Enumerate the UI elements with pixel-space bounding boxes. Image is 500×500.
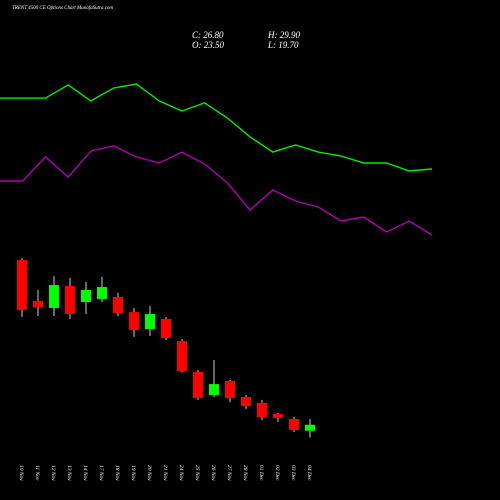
chart-title: TRENT 4500 CE Options Chart MunafaSutra.…: [12, 6, 113, 11]
low-label: L: 19.70: [267, 40, 299, 50]
close-label: C: 26.80: [192, 30, 224, 40]
x-tick-label: 13 Nov: [66, 465, 72, 481]
candle-body: [241, 397, 251, 407]
x-tick-label: 28 Nov: [242, 465, 248, 481]
candle-body: [273, 413, 283, 418]
candle-body: [49, 285, 59, 308]
candle-body: [161, 318, 171, 338]
candle-body: [145, 314, 155, 329]
x-tick-label: 18 Nov: [114, 465, 120, 481]
x-tick-label: 14 Nov: [82, 465, 89, 481]
candle-body: [193, 372, 203, 398]
x-tick-label: 26 Nov: [210, 465, 216, 481]
indicator-line: [0, 83, 433, 172]
candle-body: [225, 381, 235, 398]
candle-body: [305, 424, 315, 431]
x-tick-label: 10 Nov: [18, 465, 24, 481]
x-tick-label: 04 Dec: [306, 465, 313, 481]
x-tick-label: 27 Nov: [226, 465, 232, 481]
candle-body: [113, 296, 123, 313]
indicator-line: [0, 145, 433, 236]
candle-body: [129, 312, 139, 331]
candle-body: [257, 402, 267, 418]
candle-body: [209, 384, 219, 396]
candle-body: [81, 289, 91, 302]
x-tick-label: 01 Dec: [258, 465, 264, 481]
x-tick-label: 20 Nov: [146, 465, 152, 481]
x-tick-label: 12 Nov: [50, 465, 56, 481]
candle-body: [289, 419, 299, 430]
x-tick-label: 25 Nov: [194, 465, 200, 481]
candle-body: [97, 287, 107, 299]
x-tick-label: 21 Nov: [162, 465, 168, 481]
candle-body: [177, 341, 187, 371]
x-tick-label: 19 Nov: [130, 465, 136, 481]
candle-body: [17, 260, 27, 310]
x-tick-label: 02 Dec: [274, 465, 280, 481]
candle-body: [65, 285, 75, 315]
candle-body: [33, 300, 43, 308]
x-tick-label: 03 Dec: [290, 465, 296, 481]
x-tick-label: 24 Nov: [178, 465, 185, 481]
open-label: O: 23.50: [192, 40, 224, 50]
high-label: H: 29.90: [267, 30, 300, 40]
x-tick-label: 17 Nov: [98, 465, 104, 481]
x-tick-label: 11 Nov: [34, 465, 40, 481]
